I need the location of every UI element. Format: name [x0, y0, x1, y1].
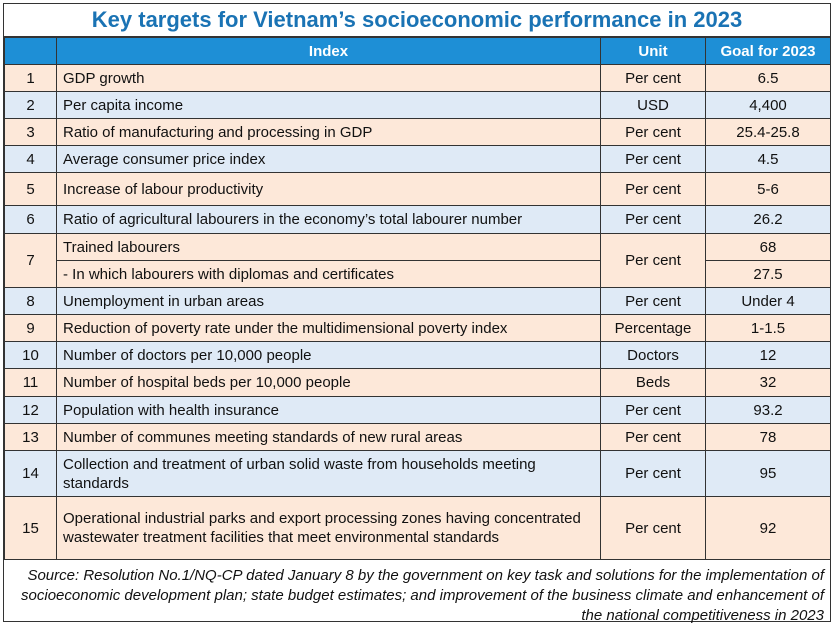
row-number: 5 — [4, 172, 57, 206]
table-row: 1 GDP growth Per cent 6.5 — [4, 64, 831, 92]
row-number: 11 — [4, 368, 57, 397]
row-goal: 92 — [705, 496, 831, 560]
row-unit: Per cent — [600, 496, 706, 560]
row-goal: 26.2 — [705, 205, 831, 234]
row-number: 10 — [4, 341, 57, 369]
row-unit: Per cent — [600, 233, 706, 288]
row-number: 4 — [4, 145, 57, 173]
row-index: Number of hospital beds per 10,000 peopl… — [56, 368, 601, 397]
row-index: Operational industrial parks and export … — [56, 496, 601, 560]
row-goal: 32 — [705, 368, 831, 397]
table-row: 8 Unemployment in urban areas Per cent Unde… — [4, 287, 831, 315]
row-number: 9 — [4, 314, 57, 342]
header-num — [4, 37, 57, 65]
header-index: Index — [56, 37, 601, 65]
row-goal: 12 — [705, 341, 831, 369]
row-goal: 4.5 — [705, 145, 831, 173]
row-unit: Per cent — [600, 172, 706, 206]
row-number: 3 — [4, 118, 57, 146]
row-unit: Per cent — [600, 423, 706, 451]
row-number: 14 — [4, 450, 57, 497]
row-number: 7 — [4, 233, 57, 288]
row-index: Collection and treatment of urban solid … — [56, 450, 601, 497]
row-index: GDP growth — [56, 64, 601, 92]
row-unit: Per cent — [600, 450, 706, 497]
table-row: 12 Population with health insurance Per ce… — [4, 396, 831, 424]
row-index: Ratio of manufacturing and processing in… — [56, 118, 601, 146]
row-number: 8 — [4, 287, 57, 315]
row-unit: Per cent — [600, 145, 706, 173]
row-index: Increase of labour productivity — [56, 172, 601, 206]
table-subrow: - In which labourers with diplomas and c… — [5, 260, 831, 288]
row-number: 12 — [4, 396, 57, 424]
table-row: 11 Number of hospital beds per 10,000 peo… — [4, 368, 831, 397]
row-index: Unemployment in urban areas — [56, 287, 601, 315]
row-goal: 93.2 — [705, 396, 831, 424]
row-index: Number of communes meeting standards of … — [56, 423, 601, 451]
row-index: Ratio of agricultural labourers in the e… — [56, 205, 601, 234]
row-goal: 25.4-25.8 — [705, 118, 831, 146]
table-row: 6 Ratio of agricultural labourers in the … — [4, 205, 831, 234]
row-unit: Per cent — [600, 64, 706, 92]
row-unit: Beds — [600, 368, 706, 397]
row-goal: 5-6 — [705, 172, 831, 206]
row-goal: 1-1.5 — [705, 314, 831, 342]
table-title: Key targets for Vietnam’s socioeconomic … — [4, 4, 830, 37]
source-note: Source: Resolution No.1/NQ-CP dated Janu… — [21, 567, 824, 624]
table-row: 10 Number of doctors per 10,000 people Doc… — [4, 341, 831, 369]
row-index: Reduction of poverty rate under the mult… — [56, 314, 601, 342]
row-sub-goal: 27.5 — [705, 260, 831, 288]
table-row: 5 Increase of labour productivity Per cent… — [4, 172, 831, 206]
row-number: 6 — [4, 205, 57, 234]
row-index: Average consumer price index — [56, 145, 601, 173]
row-index: Per capita income — [56, 91, 601, 119]
targets-table-panel: Key targets for Vietnam’s socioeconomic … — [3, 3, 831, 624]
row-goal: 95 — [705, 450, 831, 497]
table-row: 3 Ratio of manufacturing and processing i… — [4, 118, 831, 146]
table-row: 9 Reduction of poverty rate under the mul… — [4, 314, 831, 342]
row-goal: 4,400 — [705, 91, 831, 119]
row-unit: Per cent — [600, 396, 706, 424]
row-unit: Per cent — [600, 118, 706, 146]
row-number: 13 — [4, 423, 57, 451]
row-sub-index: - In which labourers with diplomas and c… — [56, 260, 601, 288]
row-goal: 78 — [705, 423, 831, 451]
table-row: 15 Operational industrial parks and expor… — [4, 496, 831, 560]
row-unit: Per cent — [600, 205, 706, 234]
row-unit: Percentage — [600, 314, 706, 342]
table-row: 4 Average consumer price index Per cent 4.5 — [4, 145, 831, 173]
row-index: Population with health insurance — [56, 396, 601, 424]
table-row: 13 Number of communes meeting standards o… — [4, 423, 831, 451]
row-goal: 68 — [705, 233, 831, 261]
row-unit: Per cent — [600, 287, 706, 315]
row-number: 15 — [4, 496, 57, 560]
row-index: Number of doctors per 10,000 people — [56, 341, 601, 369]
row-goal: Under 4 — [705, 287, 831, 315]
header-row: Index Unit Goal for 2023 — [4, 37, 831, 65]
header-unit: Unit — [600, 37, 706, 65]
row-unit: USD — [600, 91, 706, 119]
row-unit: Doctors — [600, 341, 706, 369]
header-goal: Goal for 2023 — [705, 37, 831, 65]
row-number: 2 — [4, 91, 57, 119]
row-index: Trained labourers — [56, 233, 601, 261]
row-goal: 6.5 — [705, 64, 831, 92]
table-row: 14 Collection and treatment of urban soli… — [4, 450, 831, 497]
table-row: 7 Trained labourers Per cent 68 — [4, 233, 831, 288]
targets-table: Index Unit Goal for 2023 1 GDP growth Per … — [4, 37, 831, 560]
table-row: 2 Per capita income USD 4,400 — [4, 91, 831, 119]
row-number: 1 — [4, 64, 57, 92]
